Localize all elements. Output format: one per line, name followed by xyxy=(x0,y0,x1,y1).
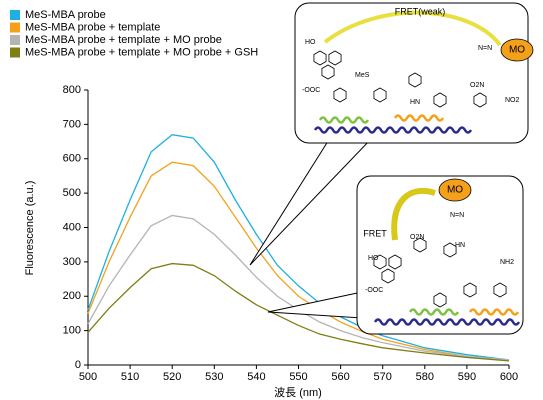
ring xyxy=(333,87,347,103)
atom-label: O2N xyxy=(470,82,484,89)
ring xyxy=(463,282,477,298)
legend-label: MeS-MBA probe + template + MO probe xyxy=(25,34,222,46)
legend-label: MeS-MBA probe + template xyxy=(25,21,160,33)
acceptor-label: MO xyxy=(447,185,463,196)
x-tick-label: 540 xyxy=(247,371,265,383)
acceptor-label: MO xyxy=(509,45,525,56)
mask xyxy=(331,136,371,142)
atom-label: N=N xyxy=(478,45,492,52)
x-tick-label: 590 xyxy=(458,371,476,383)
ring xyxy=(388,254,402,270)
acceptor xyxy=(438,178,472,202)
inset-box xyxy=(356,175,524,335)
ring xyxy=(408,72,422,88)
legend-swatch xyxy=(10,22,20,33)
x-tick-label: 520 xyxy=(163,371,181,383)
x-tick-label: 570 xyxy=(374,371,392,383)
strand xyxy=(318,116,370,124)
ring xyxy=(443,242,457,258)
y-tick-label: 300 xyxy=(63,256,81,268)
strand xyxy=(373,318,521,326)
y-tick-label: 700 xyxy=(63,118,81,130)
y-tick-label: 800 xyxy=(63,84,81,96)
legend-label: MeS-MBA probe + template + MO probe + GS… xyxy=(25,46,258,58)
x-tick-label: 580 xyxy=(416,371,434,383)
atom-label: NH2 xyxy=(500,259,514,266)
legend-swatch xyxy=(10,47,20,58)
x-tick-label: 530 xyxy=(205,371,223,383)
arrow-label: FRET(weak) xyxy=(395,6,446,16)
x-tick-label: 500 xyxy=(79,371,97,383)
ring xyxy=(413,237,427,253)
y-tick-label: 500 xyxy=(63,187,81,199)
legend-swatch xyxy=(10,10,20,20)
strand xyxy=(468,308,520,316)
strand xyxy=(408,308,460,316)
atom-label: HO xyxy=(368,255,379,262)
ring xyxy=(373,254,387,270)
atom-label: HN xyxy=(455,242,465,249)
plot: 0 100 200 300 400 500 600 700 800 500 510 520 530 540… xyxy=(10,9,518,383)
atom-label: -OOC xyxy=(302,87,320,94)
y-tick-label: 600 xyxy=(63,153,81,165)
x-tick-label: 510 xyxy=(121,371,139,383)
atom-label: N=N xyxy=(450,212,464,219)
ring xyxy=(381,268,395,284)
series-line xyxy=(87,133,510,361)
inset-box xyxy=(294,2,529,144)
x-tick-label: 600 xyxy=(500,371,518,383)
x-tick-label: 560 xyxy=(331,371,349,383)
y-axis-title: Fluorescence (a.u.) xyxy=(24,181,36,276)
callout xyxy=(267,291,363,319)
ring xyxy=(493,282,507,298)
y-tick-label: 100 xyxy=(63,325,81,337)
atom-label: MeS xyxy=(355,72,370,79)
atom-label: -OOC xyxy=(365,287,383,294)
atom-label: HO xyxy=(305,39,316,46)
strand xyxy=(313,126,473,134)
ring xyxy=(433,92,447,108)
callout xyxy=(249,137,374,266)
arrow-label: FRET xyxy=(363,228,387,238)
x-tick-label: 550 xyxy=(289,371,307,383)
y-tick-label: 0 xyxy=(75,359,81,371)
series-line xyxy=(87,161,510,362)
ring xyxy=(328,50,342,66)
y-tick-label: 200 xyxy=(63,290,81,302)
ring xyxy=(313,50,327,66)
ring xyxy=(373,87,387,103)
ring xyxy=(473,92,487,108)
ring xyxy=(433,292,447,308)
atom-label: HN xyxy=(410,99,420,106)
acceptor xyxy=(500,38,534,62)
series-line xyxy=(87,214,510,361)
fret-arrow xyxy=(323,10,502,47)
atom-label: O2N xyxy=(410,234,424,241)
series-line xyxy=(87,262,510,362)
mask xyxy=(358,293,363,317)
strand xyxy=(393,114,445,122)
insets: FRET(weak) MO HO -OOC MeS HN NO2 O2N N=N FRET MO HO… xyxy=(302,6,534,326)
ring xyxy=(321,64,335,80)
x-axis-title: 波長 (nm) xyxy=(274,386,322,399)
legend-swatch xyxy=(10,35,20,45)
atom-label: NO2 xyxy=(505,97,520,104)
y-tick-label: 400 xyxy=(63,221,81,233)
fret-arrow xyxy=(391,187,436,241)
legend-label: MeS-MBA probe xyxy=(25,9,106,21)
